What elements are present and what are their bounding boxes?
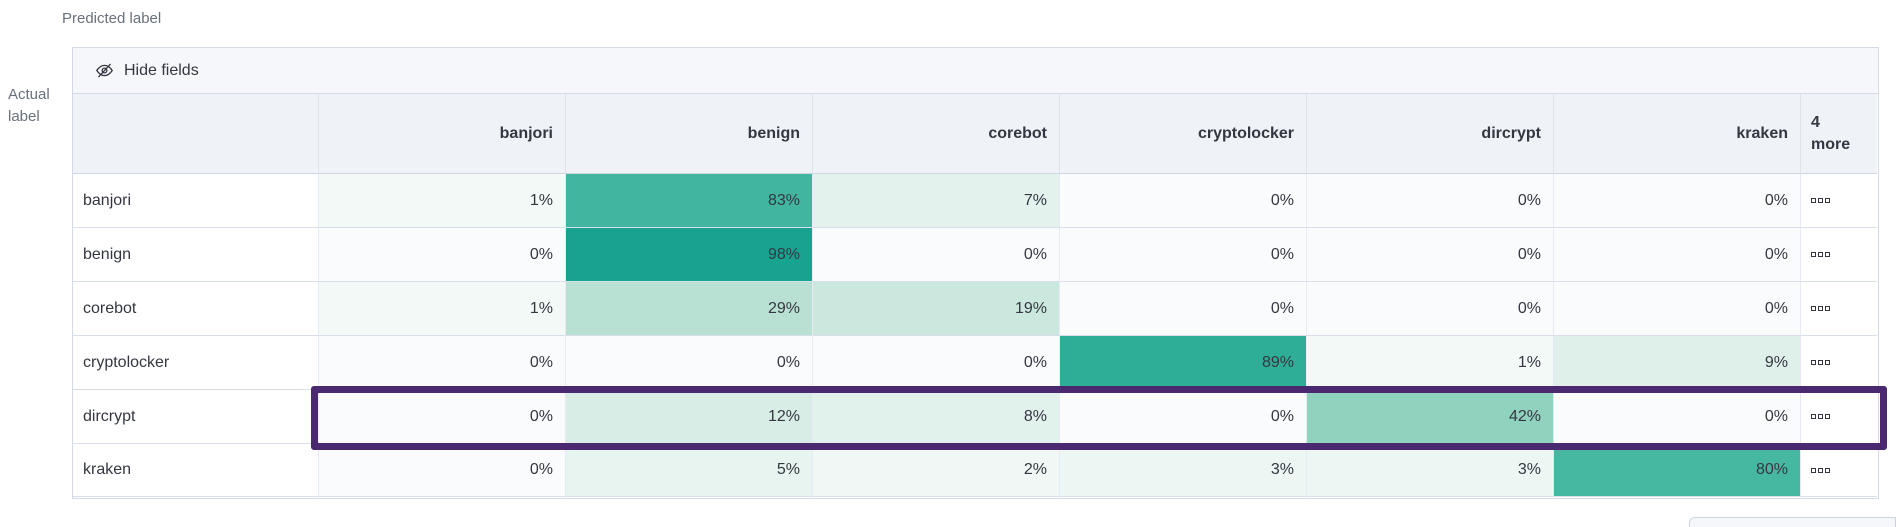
cell-benign-dircrypt[interactable]: 0% (1307, 228, 1554, 282)
more-columns-label-line: 4 (1811, 113, 1820, 131)
row-label-cryptolocker[interactable]: cryptolocker (73, 336, 319, 390)
cell-cryptolocker-kraken[interactable]: 9% (1554, 336, 1801, 390)
row-label-banjori[interactable]: banjori (73, 174, 319, 228)
confusion-matrix-grid: banjori benign corebot cryptolocker dircrypt… (73, 94, 1878, 497)
cell-corebot-kraken[interactable]: 0% (1554, 282, 1801, 336)
header-cell-benign[interactable]: benign (566, 94, 813, 174)
cell-dircrypt-banjori[interactable]: 0% (319, 390, 566, 444)
boxes-horizontal-icon[interactable] (1811, 467, 1830, 473)
eye-slash-icon (95, 61, 114, 80)
boxes-horizontal-icon[interactable] (1811, 360, 1830, 365)
cell-dircrypt-corebot[interactable]: 8% (813, 390, 1060, 444)
grid-toolbar: Hide fields (73, 48, 1878, 94)
cell-corebot-benign[interactable]: 29% (566, 282, 813, 336)
cell-kraken-kraken[interactable]: 80% (1554, 444, 1801, 497)
cell-corebot-cryptolocker[interactable]: 0% (1060, 282, 1307, 336)
actual-label-line2: label (8, 108, 40, 125)
cell-benign-kraken[interactable]: 0% (1554, 228, 1801, 282)
row-label-dircrypt[interactable]: dircrypt (73, 390, 319, 444)
cell-benign-corebot[interactable]: 0% (813, 228, 1060, 282)
cell-kraken-dircrypt[interactable]: 3% (1307, 444, 1554, 497)
cell-banjori-benign[interactable]: 83% (566, 174, 813, 228)
row-more-options-benign[interactable] (1801, 228, 1877, 282)
cell-benign-banjori[interactable]: 0% (319, 228, 566, 282)
header-cell-cryptolocker[interactable]: cryptolocker (1060, 94, 1307, 174)
bottom-right-panel-edge (1689, 517, 1896, 527)
boxes-horizontal-icon[interactable] (1811, 198, 1830, 203)
predicted-label-axis: Predicted label (62, 10, 162, 27)
cell-dircrypt-cryptolocker[interactable]: 0% (1060, 390, 1307, 444)
hide-fields-button[interactable]: Hide fields (95, 61, 199, 80)
header-cell-kraken[interactable]: kraken (1554, 94, 1801, 174)
boxes-horizontal-icon[interactable] (1811, 414, 1830, 419)
more-columns-label-line: more (1811, 135, 1851, 153)
boxes-horizontal-icon[interactable] (1811, 252, 1830, 257)
cell-cryptolocker-banjori[interactable]: 0% (319, 336, 566, 390)
row-more-options-corebot[interactable] (1801, 282, 1877, 336)
row-label-corebot[interactable]: corebot (73, 282, 319, 336)
header-cell-banjori[interactable]: banjori (319, 94, 566, 174)
header-cell-corebot[interactable]: corebot (813, 94, 1060, 174)
cell-dircrypt-dircrypt[interactable]: 42% (1307, 390, 1554, 444)
cell-kraken-benign[interactable]: 5% (566, 444, 813, 497)
cell-banjori-dircrypt[interactable]: 0% (1307, 174, 1554, 228)
row-more-options-cryptolocker[interactable] (1801, 336, 1877, 390)
cell-corebot-banjori[interactable]: 1% (319, 282, 566, 336)
actual-label-axis: Actual label (8, 84, 50, 128)
header-cell-more-columns[interactable]: 4 more (1801, 94, 1877, 174)
row-more-options-banjori[interactable] (1801, 174, 1877, 228)
cell-banjori-kraken[interactable]: 0% (1554, 174, 1801, 228)
cell-corebot-dircrypt[interactable]: 0% (1307, 282, 1554, 336)
cell-cryptolocker-corebot[interactable]: 0% (813, 336, 1060, 390)
header-cell-dircrypt[interactable]: dircrypt (1307, 94, 1554, 174)
cell-benign-cryptolocker[interactable]: 0% (1060, 228, 1307, 282)
row-label-kraken[interactable]: kraken (73, 444, 319, 497)
cell-benign-benign[interactable]: 98% (566, 228, 813, 282)
cell-dircrypt-kraken[interactable]: 0% (1554, 390, 1801, 444)
cell-kraken-corebot[interactable]: 2% (813, 444, 1060, 497)
hide-fields-label: Hide fields (124, 61, 199, 79)
cell-banjori-banjori[interactable]: 1% (319, 174, 566, 228)
cell-kraken-cryptolocker[interactable]: 3% (1060, 444, 1307, 497)
header-corner-cell (73, 94, 319, 174)
boxes-horizontal-icon[interactable] (1811, 306, 1830, 311)
cell-dircrypt-benign[interactable]: 12% (566, 390, 813, 444)
cell-cryptolocker-cryptolocker[interactable]: 89% (1060, 336, 1307, 390)
cell-corebot-corebot[interactable]: 19% (813, 282, 1060, 336)
cell-cryptolocker-benign[interactable]: 0% (566, 336, 813, 390)
cell-cryptolocker-dircrypt[interactable]: 1% (1307, 336, 1554, 390)
cell-banjori-cryptolocker[interactable]: 0% (1060, 174, 1307, 228)
cell-banjori-corebot[interactable]: 7% (813, 174, 1060, 228)
actual-label-line1: Actual (8, 86, 50, 103)
row-more-options-dircrypt[interactable] (1801, 390, 1877, 444)
cell-kraken-banjori[interactable]: 0% (319, 444, 566, 497)
row-label-benign[interactable]: benign (73, 228, 319, 282)
confusion-matrix-panel: Hide fields banjori benign corebot cryptolo… (72, 47, 1887, 499)
row-more-options-kraken[interactable] (1801, 444, 1877, 497)
